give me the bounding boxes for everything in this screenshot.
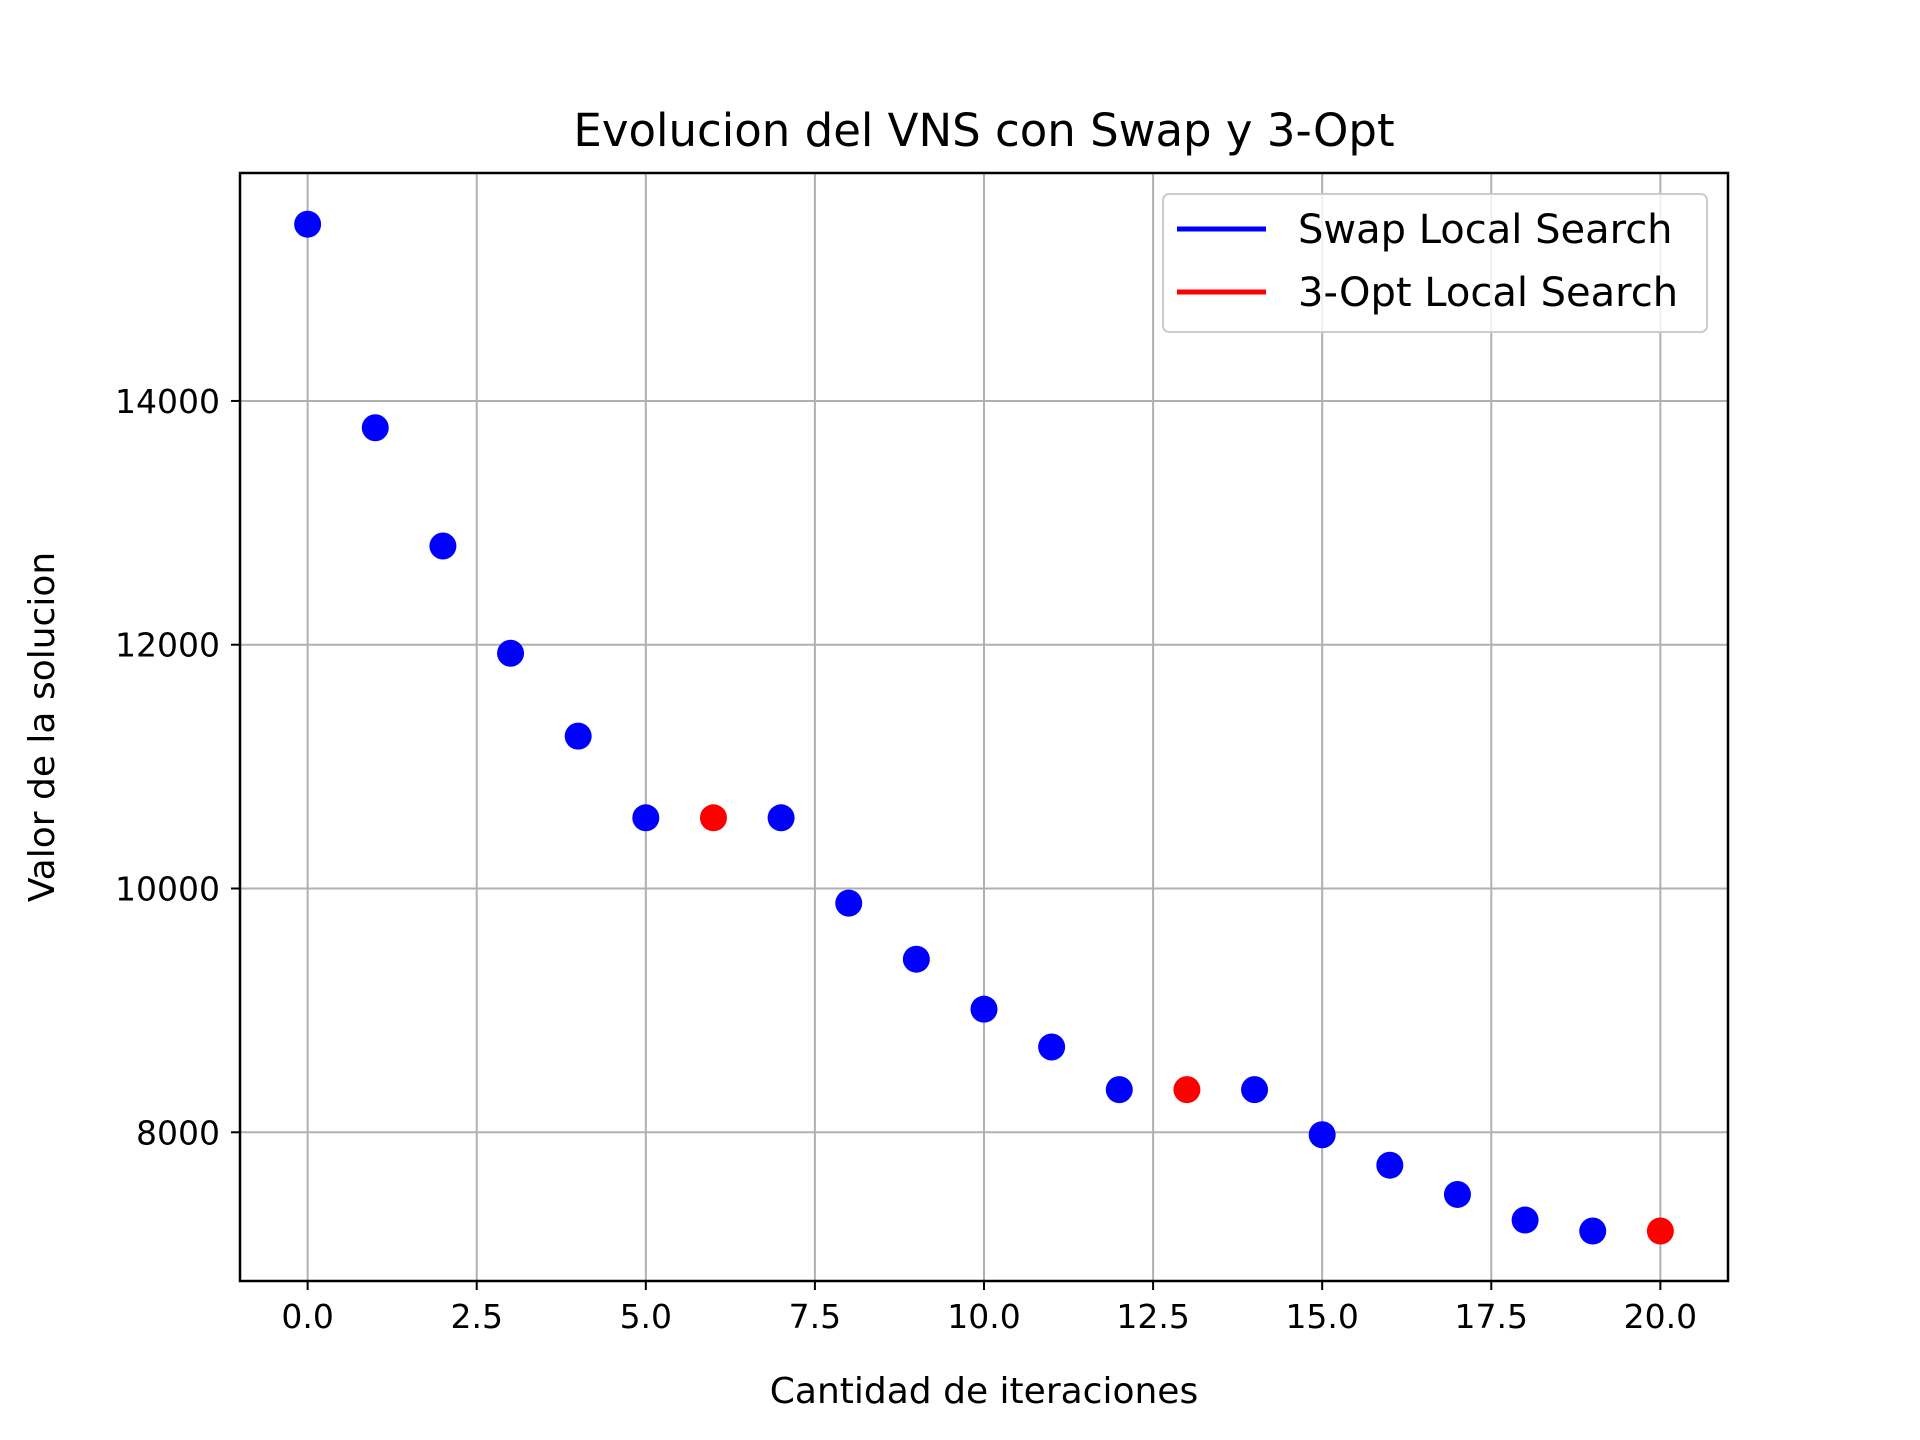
chart-title: Evolucion del VNS con Swap y 3-Opt — [573, 104, 1394, 157]
y-tick-label: 10000 — [115, 870, 220, 909]
swap-point — [1511, 1206, 1539, 1234]
swap-point — [902, 945, 930, 973]
three-opt-point — [1646, 1217, 1674, 1245]
grid — [240, 173, 1728, 1281]
legend: Swap Local Search 3-Opt Local Search — [1162, 193, 1708, 333]
swap-point — [835, 889, 863, 917]
x-tick-label: 15.0 — [1285, 1297, 1358, 1336]
three-opt-point — [1173, 1076, 1201, 1104]
x-tick-label: 20.0 — [1624, 1297, 1697, 1336]
swap-point — [1376, 1151, 1404, 1179]
swap-point — [1308, 1121, 1336, 1149]
x-axis-title: Cantidad de iteraciones — [770, 1371, 1198, 1412]
swap-point — [429, 532, 457, 560]
legend-label-3opt: 3-Opt Local Search — [1298, 270, 1678, 316]
three-opt-point — [699, 804, 727, 832]
y-tick-label: 8000 — [136, 1113, 220, 1152]
y-tick-label: 14000 — [115, 382, 220, 421]
swap-point — [1443, 1180, 1471, 1208]
swap-point — [1241, 1076, 1269, 1104]
swap-point — [361, 414, 389, 442]
swap-point — [564, 722, 592, 750]
x-tick-label: 2.5 — [450, 1297, 502, 1336]
x-tick-label: 0.0 — [281, 1297, 333, 1336]
swap-point — [1105, 1076, 1133, 1104]
swap-point — [1579, 1217, 1607, 1245]
x-tick-label: 17.5 — [1455, 1297, 1528, 1336]
x-tick-label: 10.0 — [947, 1297, 1020, 1336]
swap-point — [767, 804, 795, 832]
legend-box — [1162, 193, 1708, 333]
data-points — [294, 210, 1674, 1245]
axis-ticks: 0.0 2.5 5.0 7.5 10.0 12.5 15.0 17.5 20.0 8000 1000… — [115, 382, 1697, 1336]
x-tick-label: 5.0 — [620, 1297, 672, 1336]
swap-point — [632, 804, 660, 832]
y-tick-label: 12000 — [115, 626, 220, 665]
swap-point — [497, 639, 525, 667]
swap-point — [294, 210, 322, 238]
y-axis-title: Valor de la solucion — [22, 552, 63, 902]
swap-point — [970, 995, 998, 1023]
x-tick-label: 12.5 — [1116, 1297, 1189, 1336]
x-tick-label: 7.5 — [789, 1297, 841, 1336]
legend-label-swap: Swap Local Search — [1298, 207, 1673, 253]
swap-point — [1038, 1033, 1066, 1061]
